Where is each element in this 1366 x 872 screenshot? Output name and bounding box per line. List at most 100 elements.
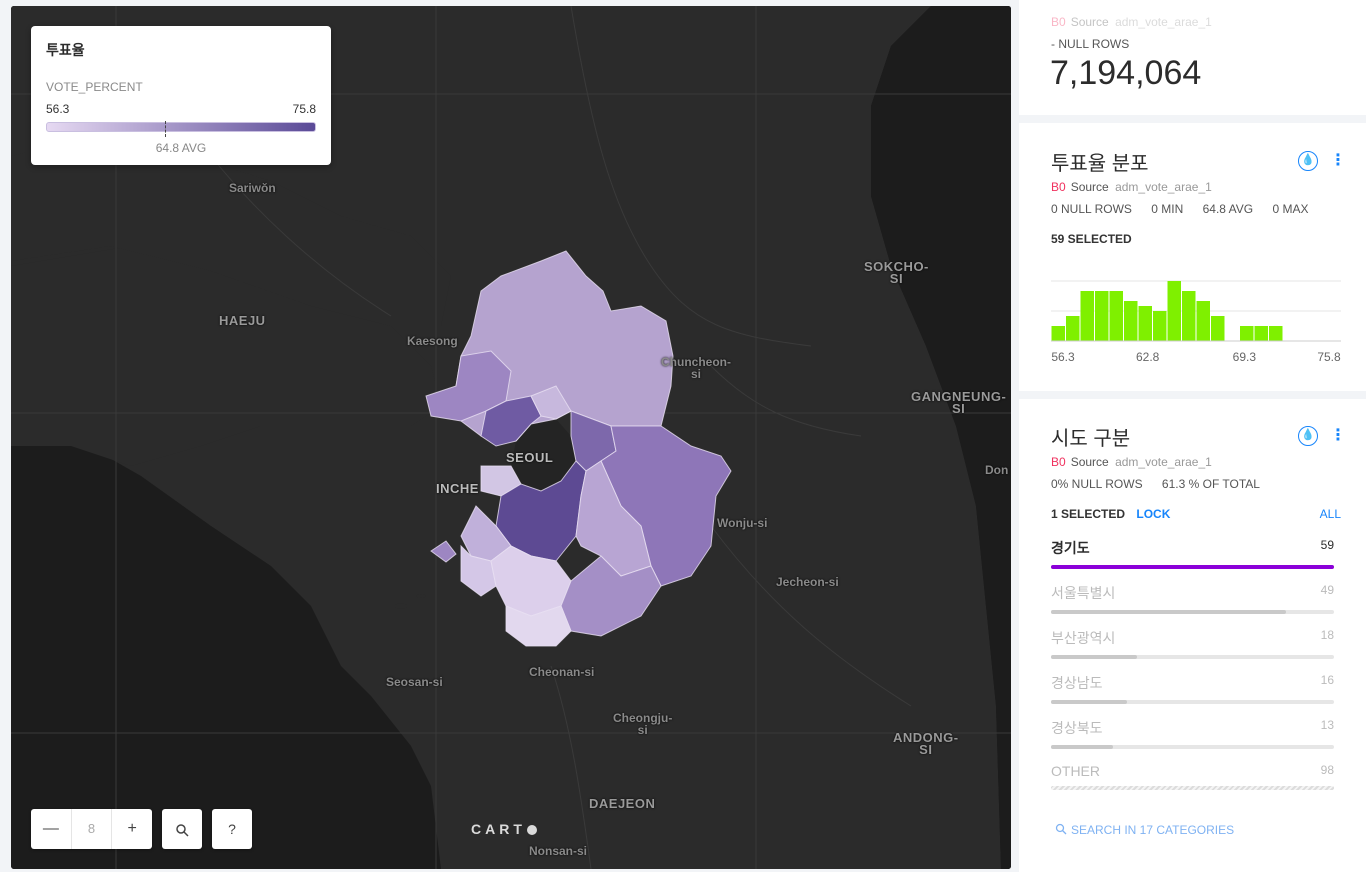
category-bar-fill: [1051, 610, 1286, 614]
map-view[interactable]: Sariwŏn HAEJU Kaesong SOKCHO- SI Chunche…: [11, 6, 1011, 869]
category-count: 16: [1320, 673, 1334, 687]
dataset-name: adm_vote_arae_1: [1115, 455, 1212, 469]
more-options-icon[interactable]: ⋮: [1330, 427, 1346, 444]
category-source-line: B0 Source adm_vote_arae_1: [1051, 455, 1212, 469]
place-label: ANDONG- SI: [893, 730, 959, 757]
category-bar-fill: [1051, 655, 1138, 659]
category-count: 98: [1320, 763, 1334, 777]
search-location-button[interactable]: [162, 809, 202, 849]
place-label: Kaesong: [407, 334, 458, 348]
stat-avg: 64.8 AVG: [1202, 202, 1254, 216]
category-stats: 0% NULL ROWS 61.3 % OF TOTAL: [1051, 477, 1276, 491]
place-label: INCHE: [436, 481, 479, 496]
category-item[interactable]: OTHER 98: [1051, 763, 1334, 790]
histogram-tick-label: 75.8: [1317, 350, 1341, 364]
source-label: Source: [1070, 180, 1109, 194]
search-icon: [176, 824, 189, 837]
category-count: 18: [1320, 628, 1334, 642]
zoom-level: 8: [70, 809, 113, 849]
category-item[interactable]: 서울특별시 49: [1051, 583, 1334, 614]
zoom-out-button[interactable]: —: [42, 820, 59, 837]
category-item[interactable]: 경상남도 16: [1051, 673, 1334, 704]
histogram-chart[interactable]: 56.3 62.8 69.3 75.8: [1051, 273, 1351, 373]
category-name: 경상북도: [1051, 720, 1103, 736]
select-all-button[interactable]: ALL: [1319, 507, 1341, 521]
place-label: Cheongju- si: [613, 711, 673, 737]
legend-avg: 64.8 AVG: [155, 141, 207, 155]
legend-avg-marker: [165, 121, 166, 137]
legend-field: VOTE_PERCENT: [46, 80, 143, 94]
category-widget: 시도 구분 💧 ⋮ B0 Source adm_vote_arae_1 0% NU…: [1019, 399, 1366, 872]
histogram-bar[interactable]: [1138, 306, 1153, 341]
histogram-bar[interactable]: [1196, 301, 1211, 341]
place-label: Jecheon-si: [776, 575, 839, 589]
histogram-bar[interactable]: [1080, 291, 1095, 341]
histogram-bar[interactable]: [1182, 291, 1196, 341]
histogram-bar[interactable]: [1269, 326, 1283, 341]
histogram-bar[interactable]: [1240, 326, 1254, 341]
stat-of-total: 61.3 % OF TOTAL: [1161, 477, 1260, 491]
place-label: Cheonan-si: [529, 665, 595, 679]
place-label: SEOUL: [506, 450, 554, 465]
layer-badge: B0: [1051, 180, 1066, 194]
histogram-stats: 0 NULL ROWS 0 MIN 64.8 AVG 0 MAX: [1051, 202, 1324, 216]
place-label: Seosan-si: [386, 675, 443, 689]
category-count: 59: [1320, 538, 1334, 552]
search-categories-button[interactable]: SEARCH IN 17 CATEGORIES: [1055, 823, 1234, 837]
formula-null-rows: - NULL ROWS: [1051, 37, 1130, 51]
place-label: Don: [985, 463, 1009, 477]
help-button[interactable]: ?: [212, 809, 252, 849]
histogram-bar[interactable]: [1124, 301, 1138, 341]
histogram-actions: 💧 ⋮: [1298, 151, 1346, 171]
histogram-bar[interactable]: [1109, 291, 1124, 341]
layer-badge: B0: [1051, 15, 1066, 29]
legend-range: 56.3 75.8: [46, 102, 316, 116]
stat-null-rows: 0% NULL ROWS: [1051, 477, 1143, 491]
histogram-source-line: B0 Source adm_vote_arae_1: [1051, 180, 1212, 194]
histogram-selected: 59 SELECTED: [1051, 232, 1132, 246]
category-bar-track: [1051, 655, 1334, 659]
histogram-bar[interactable]: [1254, 326, 1269, 341]
category-item[interactable]: 부산광역시 18: [1051, 628, 1334, 659]
place-label: Wonju-si: [717, 516, 768, 530]
category-count: 13: [1320, 718, 1334, 732]
place-label: GANGNEUNG- SI: [911, 389, 1007, 416]
source-label: Source: [1070, 455, 1109, 469]
category-actions: 💧 ⋮: [1298, 426, 1346, 446]
category-bar-track: [1051, 610, 1334, 614]
category-item[interactable]: 경기도 59: [1051, 538, 1334, 569]
more-options-icon[interactable]: ⋮: [1330, 152, 1346, 169]
dataset-name: adm_vote_arae_1: [1115, 180, 1212, 194]
formula-value: 7,194,064: [1050, 54, 1202, 92]
histogram-bar[interactable]: [1051, 326, 1066, 341]
histogram-bar[interactable]: [1095, 291, 1109, 341]
category-name: OTHER: [1051, 763, 1100, 779]
colorize-drop-icon[interactable]: 💧: [1298, 426, 1318, 446]
formula-widget: B0 Source adm_vote_arae_1 - NULL ROWS 7,1…: [1019, 0, 1366, 115]
histogram-bar[interactable]: [1066, 316, 1080, 341]
histogram-bar[interactable]: [1211, 316, 1225, 341]
histogram-tick-label: 62.8: [1136, 350, 1160, 364]
place-label: DAEJEON: [589, 796, 656, 811]
selected-count: 1 SELECTED: [1051, 507, 1126, 521]
widgets-panel: B0 Source adm_vote_arae_1 - NULL ROWS 7,1…: [1019, 0, 1366, 872]
category-count: 49: [1320, 583, 1334, 597]
category-selected: 1 SELECTED LOCK: [1051, 507, 1170, 521]
dataset-name: adm_vote_arae_1: [1115, 15, 1212, 29]
search-categories-label: SEARCH IN 17 CATEGORIES: [1071, 823, 1235, 837]
category-bar-fill: [1051, 565, 1334, 569]
category-item[interactable]: 경상북도 13: [1051, 718, 1334, 749]
zoom-in-button[interactable]: +: [127, 820, 137, 837]
place-label: Chuncheon- si: [661, 355, 731, 381]
histogram-tick-label: 56.3: [1051, 350, 1075, 364]
histogram-bar[interactable]: [1167, 281, 1182, 341]
legend-min: 56.3: [46, 102, 70, 116]
place-label: Sariwŏn: [229, 181, 276, 195]
histogram-bar[interactable]: [1153, 311, 1167, 341]
category-bar-track: [1051, 565, 1334, 569]
map-legend: 투표율 VOTE_PERCENT 56.3 75.8 64.8 AVG: [31, 26, 331, 165]
lock-button[interactable]: LOCK: [1136, 507, 1171, 521]
colorize-drop-icon[interactable]: 💧: [1298, 151, 1318, 171]
place-label: Nonsan-si: [529, 844, 588, 858]
legend-max: 75.8: [292, 102, 316, 116]
